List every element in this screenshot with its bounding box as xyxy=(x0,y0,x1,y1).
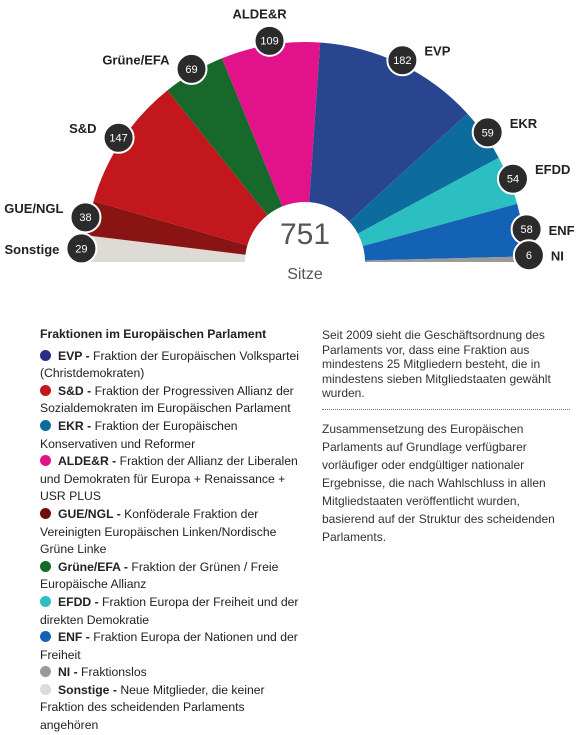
value-label: 109 xyxy=(260,36,278,48)
seat-segment xyxy=(86,201,248,255)
value-label: 29 xyxy=(75,243,87,255)
seat-segment xyxy=(349,113,499,234)
note: Seit 2009 sieht die Geschäftsordnung des… xyxy=(322,328,570,410)
segment-name: EKR xyxy=(510,116,538,131)
value-label: 182 xyxy=(393,55,411,67)
legend-dot xyxy=(40,507,51,519)
legend-dot xyxy=(40,631,51,643)
value-badge xyxy=(386,44,419,77)
legend-description: Fraktion Europa der Freiheit und der dir… xyxy=(40,594,299,627)
legend-name: GUE/NGL - xyxy=(58,506,121,521)
segment-name: Grüne/EFA xyxy=(102,52,170,67)
seat-segment xyxy=(309,42,468,222)
value-label: 38 xyxy=(79,212,91,224)
legend-dot xyxy=(40,666,51,678)
value-badge xyxy=(175,52,208,85)
legend-name: EKR - xyxy=(58,418,92,433)
legend-item: Sonstige - Neue Mitglieder, die keiner F… xyxy=(40,682,305,735)
segment-name: ALDE&R xyxy=(232,6,287,21)
seat-segment xyxy=(93,90,268,246)
seat-segment xyxy=(85,235,246,262)
legend-name: S&D - xyxy=(58,383,92,398)
legend-dot xyxy=(40,455,51,467)
legend-item: ENF - Fraktion Europa der Nationen und d… xyxy=(40,629,305,664)
segment-name: ENF xyxy=(549,223,575,238)
legend-name: Sonstige - xyxy=(58,682,117,697)
value-label: 147 xyxy=(109,133,127,145)
value-badge xyxy=(512,239,545,272)
legend-description: Fraktion der Progressiven Allianz der So… xyxy=(40,383,294,416)
legend-dot xyxy=(40,419,51,431)
legend-description: Fraktion der Europäischen Volkspartei (C… xyxy=(40,348,299,381)
segment-name: NI xyxy=(551,249,564,264)
legend: Fraktionen im Europäischen Parlament EVP… xyxy=(40,326,305,735)
value-label: 59 xyxy=(482,127,494,139)
segment-name: S&D xyxy=(69,121,96,136)
note: Zusammensetzung des Europäischen Parlame… xyxy=(322,421,555,544)
seat-segment xyxy=(167,58,283,216)
legend-item: EKR - Fraktion der Europäischen Konserva… xyxy=(40,418,305,453)
legend-name: EVP - xyxy=(58,348,90,363)
legend-item: S&D - Fraktion der Progressiven Allianz … xyxy=(40,383,305,418)
legend-name: ALDE&R - xyxy=(58,454,117,469)
chart: 751 Sitze 29 Sonstige 38 GUE/NGL 147 S&D 69 Grü… xyxy=(4,6,575,283)
legend-description: Fraktion der Allianz der Liberalen und D… xyxy=(40,454,298,504)
legend-item: EFDD - Fraktion Europa der Freiheit und … xyxy=(40,594,305,629)
segment-name: Sonstige xyxy=(5,242,60,257)
value-badge xyxy=(65,232,98,265)
legend-description: Konföderale Fraktion der Vereinigten Eur… xyxy=(40,506,277,557)
legend-name: EFDD - xyxy=(58,594,99,609)
legend-description: Fraktion Europa der Nationen und der Fre… xyxy=(40,630,298,662)
notes: Seit 2009 sieht die Geschäftsordnung des… xyxy=(322,328,570,546)
segment-name: EFDD xyxy=(535,162,570,177)
value-badge xyxy=(471,116,504,149)
value-badge xyxy=(253,24,286,57)
seat-segment xyxy=(357,157,518,247)
legend-dot xyxy=(40,560,51,572)
legend-dot xyxy=(40,349,51,361)
legend-item: NI - Fraktionslos xyxy=(40,664,305,682)
seat-segment xyxy=(364,256,525,262)
legend-name: Grüne/EFA - xyxy=(58,559,128,574)
legend-description: Fraktion der Europäischen Konservativen … xyxy=(40,418,238,451)
value-badge xyxy=(69,201,102,234)
value-label: 54 xyxy=(507,174,519,186)
legend-dot xyxy=(40,384,51,396)
legend-title: Fraktionen im Europäischen Parlament xyxy=(40,327,267,341)
legend-name: ENF - xyxy=(58,630,90,645)
total-label: Sitze xyxy=(287,266,323,283)
legend-item: ALDE&R - Fraktion der Allianz der Libera… xyxy=(40,453,305,506)
total: 751 xyxy=(280,218,330,251)
value-badge xyxy=(496,162,529,195)
legend-description: Fraktion der Grünen / Freie Europäische … xyxy=(40,559,279,592)
value-label: 69 xyxy=(185,64,197,76)
legend-name: NI - xyxy=(58,665,78,680)
legend-dot xyxy=(40,595,51,607)
segment-name: GUE/NGL xyxy=(4,201,63,216)
legend-dot xyxy=(40,683,51,695)
legend-item: Grüne/EFA - Fraktion der Grünen / Freie … xyxy=(40,559,305,594)
segment-name: EVP xyxy=(424,44,450,59)
value-label: 6 xyxy=(526,250,532,262)
value-badge xyxy=(102,121,135,154)
seat-segment xyxy=(221,42,321,207)
legend-description: Neue Mitglieder, die keiner Fraktion des… xyxy=(40,682,265,733)
seat-segment xyxy=(362,203,525,261)
legend-description: Fraktionslos xyxy=(81,665,147,680)
legend-item: EVP - Fraktion der Europäischen Volkspar… xyxy=(40,348,305,383)
value-label: 58 xyxy=(520,224,532,236)
legend-item: GUE/NGL - Konföderale Fraktion der Verei… xyxy=(40,506,305,559)
